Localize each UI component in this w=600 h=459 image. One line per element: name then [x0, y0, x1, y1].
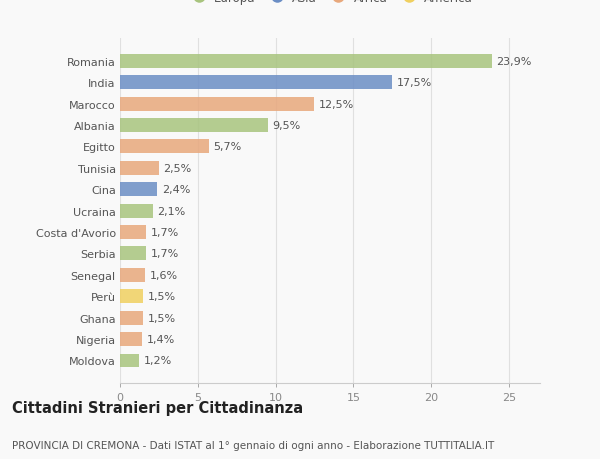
Bar [120, 332, 142, 346]
Bar [120, 225, 146, 240]
Bar [120, 55, 492, 68]
Text: 2,4%: 2,4% [162, 185, 190, 195]
Bar [120, 76, 392, 90]
Text: 2,5%: 2,5% [164, 163, 192, 174]
Bar [120, 119, 268, 133]
Bar [120, 268, 145, 282]
Text: 1,7%: 1,7% [151, 249, 179, 259]
Text: 12,5%: 12,5% [319, 99, 355, 109]
Bar [120, 204, 152, 218]
Text: 2,1%: 2,1% [157, 206, 185, 216]
Legend: Europa, Asia, Africa, America: Europa, Asia, Africa, America [187, 0, 473, 5]
Text: PROVINCIA DI CREMONA - Dati ISTAT al 1° gennaio di ogni anno - Elaborazione TUTT: PROVINCIA DI CREMONA - Dati ISTAT al 1° … [12, 440, 494, 450]
Text: 1,4%: 1,4% [146, 334, 175, 344]
Text: 17,5%: 17,5% [397, 78, 432, 88]
Text: 23,9%: 23,9% [496, 56, 532, 67]
Bar [120, 183, 157, 197]
Text: 1,5%: 1,5% [148, 291, 176, 302]
Bar [120, 311, 143, 325]
Bar [120, 162, 159, 175]
Bar [120, 354, 139, 368]
Text: 9,5%: 9,5% [272, 121, 301, 131]
Text: 1,5%: 1,5% [148, 313, 176, 323]
Bar [120, 97, 314, 111]
Text: 1,7%: 1,7% [151, 228, 179, 237]
Text: 1,2%: 1,2% [143, 356, 172, 366]
Text: Cittadini Stranieri per Cittadinanza: Cittadini Stranieri per Cittadinanza [12, 400, 303, 415]
Text: 5,7%: 5,7% [214, 142, 242, 152]
Text: 1,6%: 1,6% [149, 270, 178, 280]
Bar [120, 290, 143, 303]
Bar [120, 247, 146, 261]
Bar [120, 140, 209, 154]
